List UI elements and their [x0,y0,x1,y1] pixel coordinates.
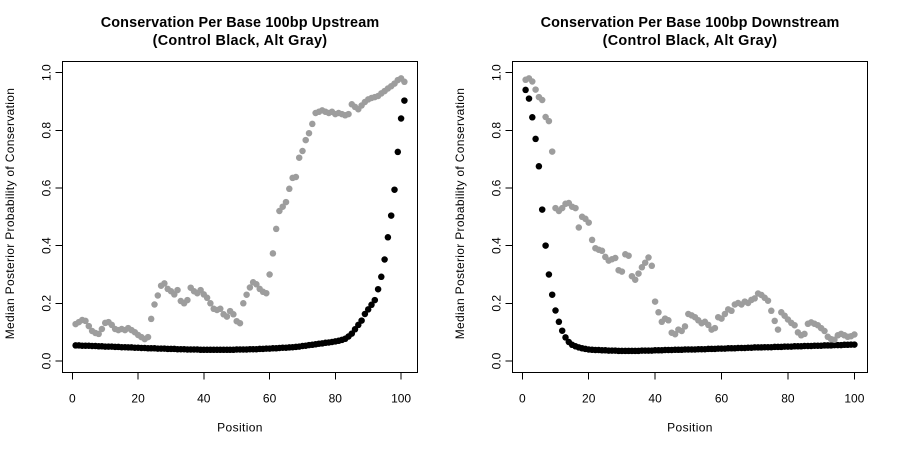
svg-text:1.0: 1.0 [39,64,53,81]
svg-text:80: 80 [329,392,343,406]
svg-text:0.8: 0.8 [39,122,53,139]
svg-text:0.6: 0.6 [39,179,53,196]
svg-text:Median Posterior Probability o: Median Posterior Probability of Conserva… [3,88,17,340]
svg-text:20: 20 [131,392,145,406]
svg-text:1.0: 1.0 [489,64,503,81]
svg-text:Position: Position [667,421,713,435]
svg-text:20: 20 [582,392,596,406]
svg-text:0.2: 0.2 [39,295,53,312]
svg-text:60: 60 [263,392,277,406]
svg-text:Position: Position [217,421,263,435]
svg-text:0: 0 [519,392,526,406]
svg-text:0.6: 0.6 [489,179,503,196]
svg-text:Conservation Per Base 100bp Up: Conservation Per Base 100bp Upstream [101,15,380,31]
svg-text:60: 60 [715,392,729,406]
svg-text:Median Posterior Probability o: Median Posterior Probability of Conserva… [453,88,467,340]
svg-text:0.0: 0.0 [39,352,53,369]
svg-text:0.4: 0.4 [489,237,503,254]
svg-text:0.8: 0.8 [489,122,503,139]
svg-text:(Control Black, Alt Gray): (Control Black, Alt Gray) [153,33,328,49]
svg-text:40: 40 [648,392,662,406]
svg-text:100: 100 [844,392,864,406]
svg-text:0.4: 0.4 [39,237,53,254]
svg-text:Conservation Per Base 100bp Do: Conservation Per Base 100bp Downstream [541,15,840,31]
svg-text:(Control Black, Alt Gray): (Control Black, Alt Gray) [603,33,778,49]
svg-text:100: 100 [391,392,411,406]
svg-text:0: 0 [69,392,76,406]
svg-text:0.2: 0.2 [489,295,503,312]
svg-text:0.0: 0.0 [489,352,503,369]
svg-text:80: 80 [781,392,795,406]
svg-text:40: 40 [197,392,211,406]
